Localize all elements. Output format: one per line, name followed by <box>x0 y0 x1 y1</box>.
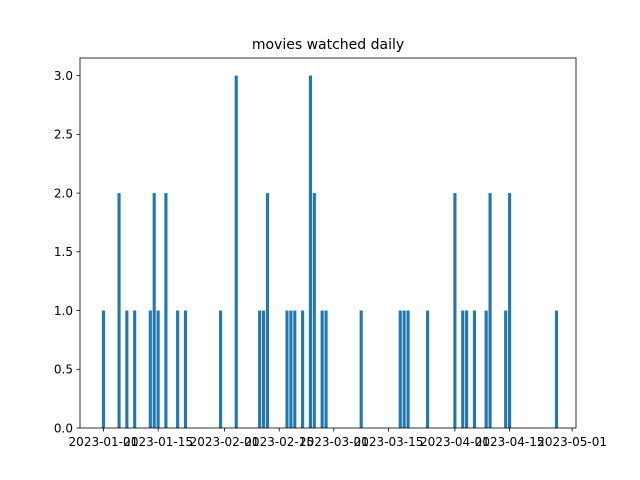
bar-2023-02-17 <box>285 310 289 428</box>
bar-2023-01-13 <box>148 310 152 428</box>
x-tick-label: 2023-03-15 <box>354 435 424 449</box>
bar-2023-01-14 <box>152 193 156 428</box>
bars-group <box>101 75 559 429</box>
bar-2023-04-04 <box>465 310 469 428</box>
bar-2023-01-05 <box>117 193 121 428</box>
bar-2023-01-15 <box>156 310 160 428</box>
bar-2023-01-22 <box>183 310 188 428</box>
x-tick-label: 2023-02-15 <box>244 435 314 449</box>
bar-2023-04-09 <box>484 310 488 428</box>
x-axis: 2023-01-012023-01-152023-02-012023-02-15… <box>69 428 607 449</box>
bar-2023-02-18 <box>289 310 293 428</box>
x-tick-label: 2023-04-15 <box>475 435 545 449</box>
x-tick-label: 2023-01-15 <box>123 435 193 449</box>
y-tick-label: 0.5 <box>54 363 73 377</box>
bar-2023-02-23 <box>308 75 312 429</box>
bar-2023-04-03 <box>461 310 465 428</box>
bar-2023-01-20 <box>176 310 180 428</box>
bar-2023-04-15 <box>508 193 512 428</box>
bar-2023-02-11 <box>262 310 266 428</box>
bar-2023-03-20 <box>406 310 410 428</box>
bar-2023-03-08 <box>359 310 363 428</box>
x-tick-label: 2023-03-01 <box>299 435 369 449</box>
bar-2023-01-17 <box>164 193 168 428</box>
y-tick-label: 1.0 <box>54 304 73 318</box>
bar-2023-02-12 <box>265 193 270 428</box>
chart-title: movies watched daily <box>252 37 404 53</box>
y-tick-label: 2.0 <box>54 186 73 200</box>
bar-2023-02-24 <box>312 193 316 428</box>
bar-2023-02-21 <box>301 310 305 428</box>
bar-2023-01-07 <box>125 310 129 428</box>
y-tick-label: 3.0 <box>54 69 73 83</box>
x-tick-label: 2023-01-01 <box>69 435 139 449</box>
bar-2023-04-06 <box>472 310 477 428</box>
bar-2023-01-31 <box>219 310 223 428</box>
bar-2023-02-04 <box>234 75 238 429</box>
bar-2023-04-01 <box>453 193 457 428</box>
bar-2023-01-01 <box>101 310 105 428</box>
bar-2023-02-27 <box>324 310 328 428</box>
plot-frame <box>79 57 577 429</box>
y-tick-label: 1.5 <box>54 245 73 259</box>
y-axis: 0.0 0.5 1.0 1.5 2.0 2.5 3.0 <box>54 69 80 435</box>
bar-2023-03-18 <box>398 310 402 428</box>
bar-2023-04-27 <box>554 310 559 428</box>
plot-area <box>80 58 576 428</box>
x-tick-label: 2023-02-01 <box>190 435 260 449</box>
bar-2023-04-10 <box>488 193 492 428</box>
x-tick-label: 2023-05-01 <box>537 435 607 449</box>
bar-2023-04-14 <box>504 310 508 428</box>
bar-2023-02-19 <box>293 310 297 428</box>
bar-2023-02-26 <box>320 310 324 428</box>
bar-2023-03-25 <box>426 310 430 428</box>
bar-2023-01-09 <box>133 310 137 428</box>
bar-2023-03-19 <box>402 310 406 428</box>
x-tick-label: 2023-04-01 <box>420 435 490 449</box>
bar-2023-02-10 <box>258 310 262 428</box>
y-tick-label: 2.5 <box>54 128 73 142</box>
y-tick-label: 0.0 <box>54 421 73 435</box>
